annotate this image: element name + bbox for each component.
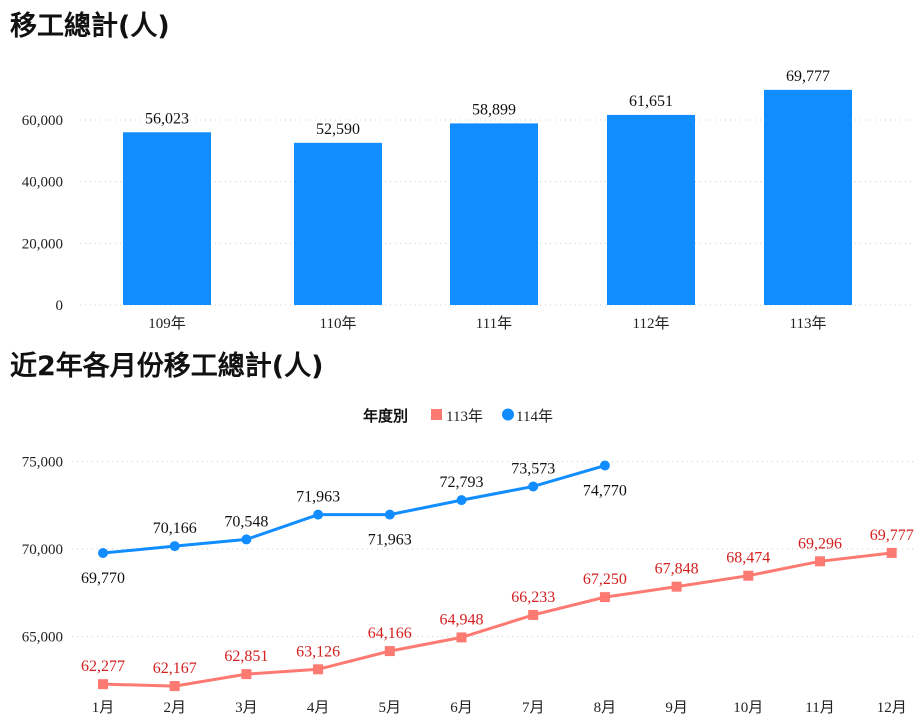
data-label: 62,167	[153, 660, 197, 677]
y-tick-label: 65,000	[22, 630, 63, 646]
data-point	[98, 679, 108, 690]
data-label: 71,963	[296, 489, 340, 506]
series-line-113年	[102, 551, 892, 688]
data-label: 69,770	[81, 570, 125, 587]
data-point	[313, 509, 324, 520]
data-label: 64,166	[368, 625, 412, 642]
data-label: 68,474	[726, 550, 770, 567]
data-label: 73,573	[511, 460, 555, 477]
data-label: 69,777	[870, 527, 914, 544]
x-tick-label: 111年	[476, 315, 512, 332]
legend-square-icon	[431, 409, 442, 420]
data-point	[313, 664, 324, 675]
data-label: 74,770	[583, 483, 627, 500]
x-tick-label: 113年	[790, 315, 827, 332]
data-point	[384, 646, 395, 657]
data-label: 66,233	[511, 589, 555, 606]
bar	[123, 132, 211, 305]
data-point	[384, 509, 395, 520]
y-tick-label: 60,000	[22, 113, 63, 129]
bar	[607, 114, 695, 305]
data-point	[169, 541, 180, 552]
data-point	[815, 556, 825, 567]
x-tick-label: 7月	[522, 700, 545, 716]
data-label: 70,548	[224, 513, 268, 530]
x-tick-label: 12月	[877, 700, 907, 716]
data-point	[599, 592, 610, 603]
data-label: 62,277	[81, 658, 125, 675]
data-label: 63,126	[296, 643, 340, 660]
bar	[450, 123, 538, 306]
x-tick-label: 5月	[379, 700, 402, 716]
data-point	[528, 609, 539, 620]
x-tick-label: 10月	[733, 700, 763, 716]
data-point	[886, 547, 897, 558]
data-point	[169, 681, 180, 692]
line-chart-title: 近2年各月份移工總計(人)	[10, 351, 324, 382]
data-label: 64,948	[440, 611, 484, 628]
x-tick-label: 3月	[235, 700, 258, 716]
x-tick-label: 109年	[148, 315, 186, 332]
y-tick-label: 0	[56, 298, 64, 314]
bar-value-label: 61,651	[629, 93, 673, 110]
data-label: 72,793	[440, 474, 484, 491]
bar-value-label: 69,777	[786, 68, 830, 85]
y-tick-label: 75,000	[22, 455, 63, 471]
x-tick-label: 11月	[805, 700, 834, 716]
data-point	[528, 481, 539, 492]
bar-value-label: 52,590	[316, 121, 360, 138]
bar-chart-title: 移工總計(人)	[10, 11, 170, 42]
x-tick-label: 8月	[594, 700, 617, 716]
data-point	[98, 548, 108, 559]
data-point	[456, 495, 467, 506]
bar-value-label: 58,899	[472, 101, 516, 118]
x-tick-label: 110年	[320, 315, 357, 332]
y-tick-label: 70,000	[22, 542, 63, 558]
x-tick-label: 9月	[665, 700, 688, 716]
x-tick-label: 112年	[633, 315, 670, 332]
legend-label: 114年	[516, 408, 553, 425]
data-label: 69,296	[798, 535, 842, 552]
bar	[294, 142, 382, 305]
data-label: 67,250	[583, 571, 627, 588]
legend-label: 113年	[446, 408, 483, 425]
data-label: 67,848	[655, 561, 699, 578]
data-point	[743, 570, 754, 581]
data-point	[599, 460, 610, 471]
data-label: 71,963	[368, 532, 412, 549]
data-point	[241, 534, 252, 545]
legend-circle-icon	[502, 408, 514, 421]
data-label: 70,166	[153, 520, 197, 537]
x-tick-label: 4月	[307, 700, 330, 716]
y-tick-label: 20,000	[22, 236, 63, 252]
data-point	[456, 632, 467, 643]
bar-value-label: 56,023	[145, 110, 189, 127]
y-tick-label: 40,000	[22, 175, 63, 191]
x-tick-label: 2月	[163, 700, 186, 716]
x-tick-label: 1月	[92, 700, 115, 716]
data-point	[241, 669, 252, 680]
data-label: 62,851	[224, 648, 268, 665]
series-line-114年	[102, 464, 606, 555]
data-point	[671, 581, 682, 592]
legend-title: 年度別	[363, 407, 408, 425]
x-tick-label: 6月	[450, 700, 473, 716]
bar	[764, 89, 852, 305]
